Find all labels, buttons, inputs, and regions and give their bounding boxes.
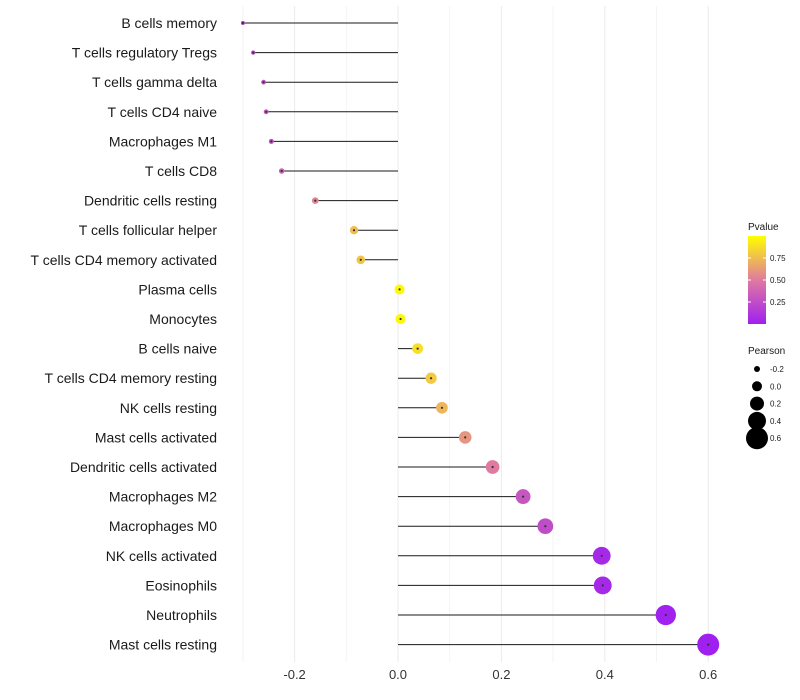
lollipop-dot-center (416, 347, 419, 350)
colorbar-tick-label: 0.25 (770, 298, 786, 307)
category-label: Dendritic cells activated (70, 459, 217, 475)
lollipop-dot-center (664, 613, 667, 617)
size-legend-dot (752, 381, 762, 392)
lollipop-dot-center (491, 465, 494, 469)
dot-layer (240, 21, 720, 656)
x-tick-label: 0.4 (596, 667, 614, 682)
lollipop-dot-center (270, 140, 273, 143)
colorbar-tick-label: 0.50 (770, 276, 786, 285)
lollipop-dot-center (280, 169, 283, 173)
lollipop-dot-center (522, 495, 525, 498)
pvalue-legend-title: Pvalue (748, 222, 779, 233)
category-label: Dendritic cells resting (84, 193, 217, 209)
category-label: T cells follicular helper (79, 222, 218, 238)
size-legend-label: 0.2 (770, 400, 782, 409)
category-label: Monocytes (149, 311, 217, 327)
lollipop-dot-center (544, 525, 547, 528)
size-legend-dot (746, 427, 768, 450)
lollipop-dot-center (265, 110, 268, 113)
lollipop-dot-center (262, 81, 265, 84)
stem-layer (242, 22, 709, 646)
lollipop-dot-center (464, 436, 467, 439)
lollipop-dot-center (352, 229, 356, 232)
category-label: B cells naive (138, 341, 217, 357)
category-label: NK cells resting (120, 400, 217, 416)
x-tick-label: 0.6 (699, 667, 717, 682)
category-label: Eosinophils (145, 577, 217, 593)
category-label: Plasma cells (138, 281, 217, 297)
category-labels: B cells memory T cells regulatory Tregs T … (31, 15, 218, 653)
category-label: Neutrophils (146, 607, 217, 623)
lollipop-dot-center (399, 317, 402, 321)
pearson-legend-title: Pearson (748, 346, 785, 357)
category-label: Macrophages M0 (109, 518, 217, 534)
size-legend-label: -0.2 (770, 365, 784, 374)
size-legend-dot (750, 396, 764, 411)
category-label: B cells memory (121, 15, 217, 31)
lollipop-dot-center (252, 51, 255, 54)
category-label: T cells CD8 (145, 163, 217, 179)
category-label: Mast cells resting (109, 637, 217, 653)
x-tick-label: 0.0 (389, 667, 407, 682)
lollipop-dot-center (429, 377, 433, 380)
lollipop-dot-center (440, 406, 444, 409)
category-label: T cells CD4 naive (108, 104, 218, 120)
category-label: T cells regulatory Tregs (72, 45, 217, 61)
lollipop-dot-center (600, 554, 603, 557)
lollipop-dot-center (314, 199, 317, 202)
size-legend-dot (748, 411, 766, 430)
lollipop-dot-center (601, 584, 604, 587)
lollipop-dot-center (707, 643, 710, 646)
legend: Pvalue 0.75 0.50 0.25 Pearson -0.2 0.0 0.2 0.… (746, 222, 786, 450)
size-legend-label: 0.6 (770, 434, 782, 443)
category-label: NK cells activated (106, 548, 217, 564)
lollipop-dot-center (359, 258, 362, 261)
x-tick-label: -0.2 (283, 667, 305, 682)
size-legend-label: 0.4 (770, 417, 782, 426)
pvalue-colorbar (748, 236, 766, 324)
pearson-legend-items: -0.2 0.0 0.2 0.4 0.6 (746, 365, 784, 450)
category-label: T cells gamma delta (92, 74, 217, 90)
category-label: Mast cells activated (95, 429, 217, 445)
lollipop-dot-center (398, 288, 401, 291)
size-legend-label: 0.0 (770, 382, 782, 391)
x-tick-label: 0.2 (492, 667, 510, 682)
category-label: Macrophages M1 (109, 133, 217, 149)
lollipop-dot-center (241, 21, 244, 25)
grid-layer (242, 6, 709, 662)
size-legend-dot (754, 366, 760, 372)
category-label: T cells CD4 memory activated (31, 252, 217, 268)
x-tick-labels: -0.2 0.0 0.2 0.4 0.6 (283, 667, 717, 682)
colorbar-tick-label: 0.75 (770, 254, 786, 263)
category-label: Macrophages M2 (109, 489, 217, 505)
pvalue-legend-ticks: 0.75 0.50 0.25 (748, 254, 786, 307)
category-label: T cells CD4 memory resting (45, 370, 217, 386)
